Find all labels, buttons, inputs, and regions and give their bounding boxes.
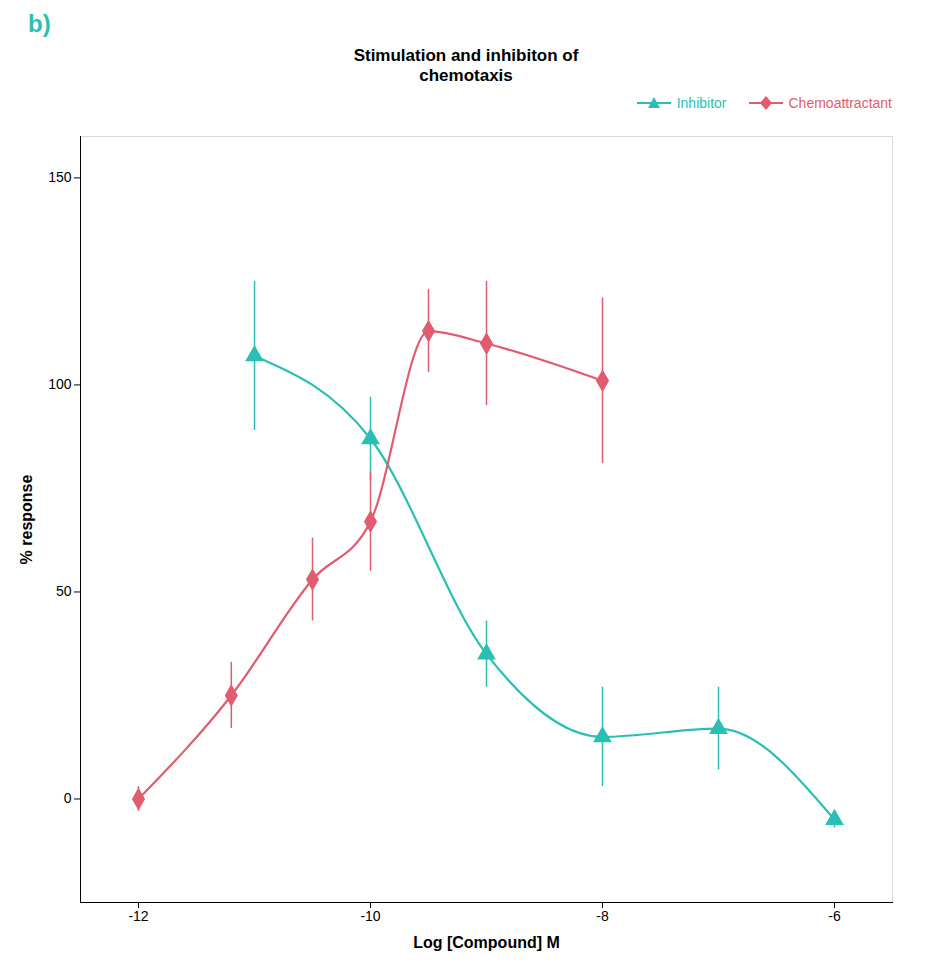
- html-text:Chemoattractant: Chemoattractant: [788, 95, 892, 111]
- svg-text:-6: -6: [828, 908, 841, 924]
- svg-text:-10: -10: [360, 908, 380, 924]
- svg-text:0: 0: [64, 790, 72, 806]
- svg-text:Log [Compound] M: Log [Compound] M: [413, 934, 560, 951]
- svg-text:% response: % response: [18, 474, 35, 564]
- svg-text:-8: -8: [596, 908, 609, 924]
- svg-text:50: 50: [56, 583, 72, 599]
- svg-text:150: 150: [48, 169, 72, 185]
- svg-text:100: 100: [48, 376, 72, 392]
- html-text:Inhibitor: Inhibitor: [676, 95, 727, 111]
- html-text:b): b): [28, 10, 51, 37]
- html-text:Stimulation and inhibiton of c: Stimulation and inhibiton of chemotaxis: [353, 46, 579, 85]
- svg-text:-12: -12: [128, 908, 148, 924]
